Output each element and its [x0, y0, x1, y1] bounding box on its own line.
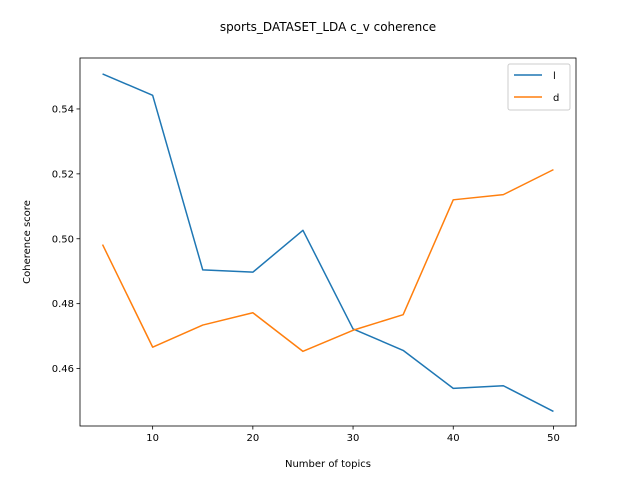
x-axis-label: Number of topics [285, 459, 371, 470]
legend-label-l: l [553, 71, 556, 82]
series-line-d [101, 168, 554, 353]
chart-title: sports_DATASET_LDA c_v coherence [220, 20, 436, 34]
x-tick-label: 20 [246, 433, 259, 444]
y-tick-label: 0.48 [52, 299, 74, 310]
series-line-l [102, 73, 554, 413]
y-tick-label: 0.52 [52, 169, 74, 180]
x-tick-label: 30 [347, 433, 360, 444]
y-tick-label: 0.50 [52, 234, 74, 245]
x-tick-label: 10 [146, 433, 159, 444]
y-tick-label: 0.46 [52, 364, 74, 375]
x-tick-label: 50 [547, 433, 560, 444]
legend: l d [507, 63, 571, 111]
y-tick-label: 0.54 [52, 104, 74, 115]
y-axis-label: Coherence score [22, 200, 33, 284]
x-tick-label: 40 [447, 433, 460, 444]
legend-label-d: d [553, 93, 559, 104]
plot-frame [79, 57, 577, 427]
legend-box [507, 63, 571, 111]
